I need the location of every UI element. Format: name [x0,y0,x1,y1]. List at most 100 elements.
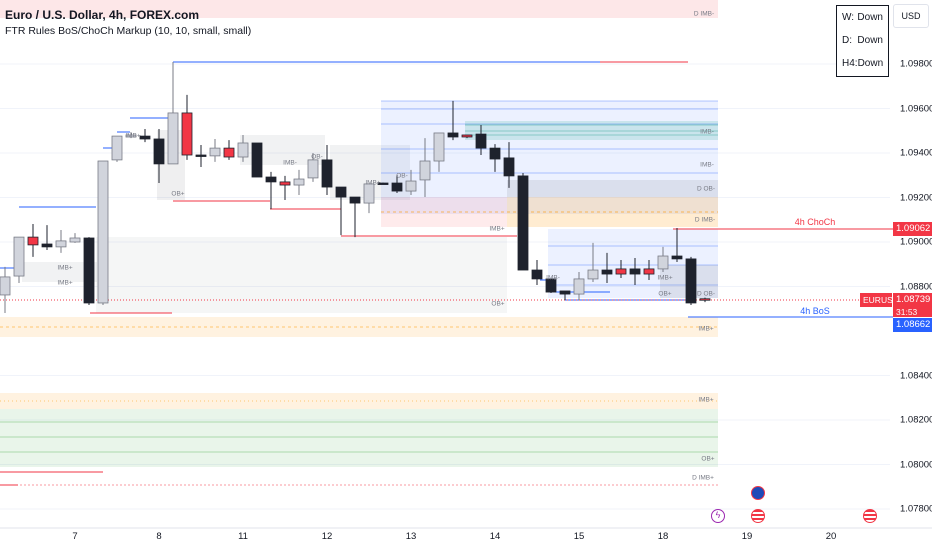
candle-body [111,135,123,161]
candle-body [489,147,501,160]
zone-label: OB+ [171,190,185,198]
zone-label: D OB- [696,185,716,193]
order-block-zone [0,409,718,467]
date-label: 14 [489,531,501,542]
candle-body [293,178,305,186]
trend-row-weekly: W: Down [837,6,888,29]
candle-body [307,159,319,179]
candle-body [447,132,459,138]
us-flag-icon[interactable] [751,509,765,523]
trend-dir: Down [857,58,884,69]
symbol-title[interactable]: Euro / U.S. Dollar, 4h, FOREX.com [5,8,200,22]
candle-body [349,196,361,204]
candle-body [335,186,347,198]
zone-label: OB+ [491,300,505,308]
candle-body [97,160,109,304]
candle-body [587,269,599,280]
zone-label: D IMB+ [692,474,714,482]
bos-price-tag: 1.08662 [893,318,932,332]
order-block-zone [96,237,507,313]
zone-label: IMB- [700,161,714,169]
globe-icon[interactable] [751,486,765,500]
candle-body [573,278,585,295]
trend-dir: Down [857,35,883,46]
candle-body [559,290,571,295]
price-scale-label: 1.08800 [900,281,932,292]
candle-body [503,157,515,177]
date-label: 12 [321,531,333,542]
candle-body [55,240,67,248]
choch-label: 4h ChoCh [794,217,836,227]
candle-body [601,269,613,275]
candle-body [69,237,81,243]
candle-body [377,182,389,185]
daily-order-block-zone [507,180,718,197]
trend-tf: D: [842,35,852,46]
candle-body [27,236,39,246]
candle-body [167,112,179,165]
date-label: 8 [156,531,162,542]
trend-table: W: Down D: Down H4: Down [836,5,889,77]
zone-label: OB+ [658,290,672,298]
price-scale-label: 1.08400 [900,370,932,381]
us-flag-icon[interactable] [863,509,877,523]
daily-imbalance-zone [0,0,718,18]
candle-body [251,142,263,178]
candles-layer [0,61,711,313]
zone-label: IMB- [700,128,714,136]
price-scale-label: 1.08200 [900,414,932,426]
trend-row-h4: H4: Down [837,52,888,75]
currency-button[interactable]: USD [893,4,929,28]
date-label: 7 [72,531,78,542]
bar-countdown: 31:53 [893,307,932,317]
zone-label: IMB+ [657,274,673,282]
candle-body [139,135,151,140]
date-label: 11 [238,531,248,542]
candle-body [83,237,95,304]
zone-label: IMB- [283,159,297,167]
candle-body [181,112,193,156]
trend-dir: Down [857,12,883,23]
zone-label: IMB+ [698,325,714,333]
price-scale-label: 1.09200 [900,192,932,203]
candle-body [475,133,487,149]
candle-body [419,160,431,181]
candle-body [657,255,669,270]
candle-body [699,298,711,301]
zone-label: IMB+ [125,132,141,140]
lightning-icon[interactable]: ϟ [711,509,725,523]
imbalance-zone [0,317,718,337]
zone-label: OB+ [701,455,715,463]
price-scale-label: 1.09600 [900,103,932,114]
symbol-tag: EURUSD [860,293,899,307]
trend-tf: W: [842,12,855,23]
candle-body [223,147,235,158]
zone-label: IMB+ [698,396,714,404]
candle-body [363,183,375,204]
candle-body [125,134,137,138]
candle-body [209,147,221,157]
indicator-title[interactable]: FTR Rules BoS/ChoCh Markup (10, 10, smal… [5,25,252,37]
zone-label: OB- [396,172,408,180]
date-label: 15 [573,531,585,542]
candle-body [433,132,445,162]
zones-layer [0,0,893,486]
imbalance-zone [465,121,718,140]
candle-body [195,154,207,157]
zone-label: D IMB- [694,216,716,224]
last-price-tag: 1.08739 [893,293,932,307]
candle-body [671,255,683,260]
candle-body [153,138,165,165]
candle-body [13,236,25,277]
candle-body [615,268,627,275]
candle-body [629,268,641,275]
candle-body [685,258,697,304]
candle-body [461,134,473,138]
candle-body [643,268,655,275]
zone-label: IMB+ [489,225,505,233]
zone-label: IMB- [546,274,560,282]
date-label: 20 [825,531,837,542]
trend-tf: H4: [842,58,858,69]
candle-body [237,142,249,158]
